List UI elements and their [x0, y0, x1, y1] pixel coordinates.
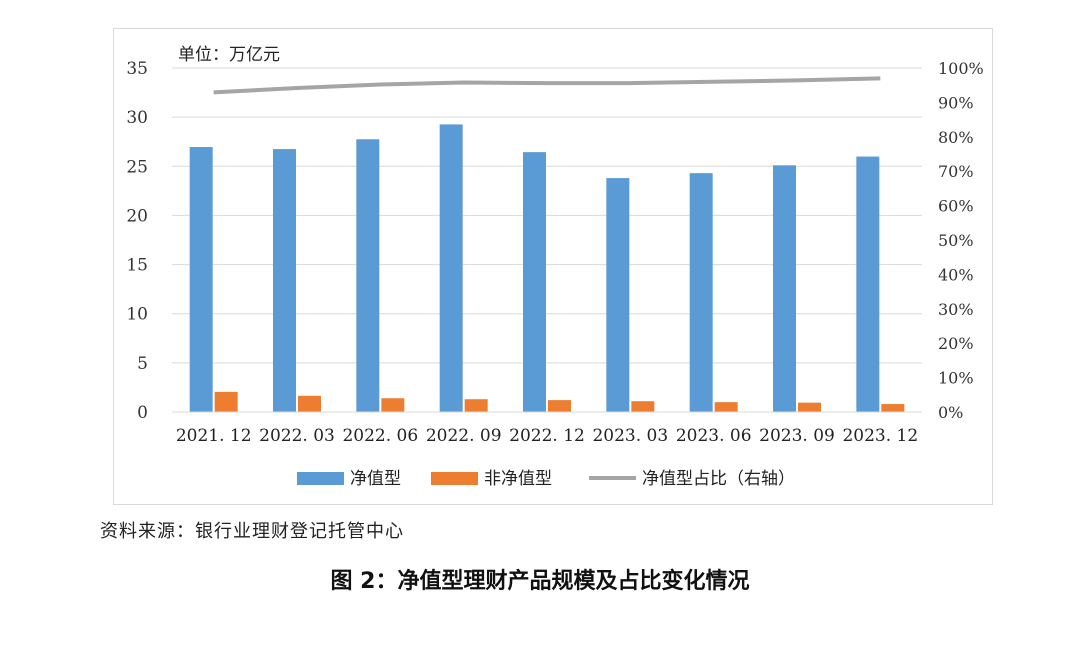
legend-non-net-value: 非净值型	[431, 469, 552, 489]
source-note: 资料来源：银行业理财登记托管中心	[100, 521, 404, 542]
bar-non-net-value	[381, 398, 405, 412]
bar-non-net-value	[631, 401, 655, 412]
legend-label: 净值型	[350, 469, 401, 489]
bar-non-net-value	[881, 404, 905, 412]
bar-non-net-value	[714, 402, 738, 412]
x-tick-label: 2022. 12	[509, 426, 585, 446]
y-right-tick-label: 50%	[938, 231, 974, 250]
x-tick-label: 2023. 03	[592, 426, 668, 446]
bar-net-value	[606, 178, 630, 412]
bar-non-net-value	[464, 399, 488, 412]
legend-label: 净值型占比（右轴）	[642, 469, 795, 489]
bar-non-net-value	[214, 391, 238, 412]
y-right-tick-label: 0%	[938, 403, 963, 422]
legend-label: 非净值型	[484, 469, 552, 489]
y-right-tick-label: 10%	[938, 369, 974, 388]
bars	[189, 124, 905, 413]
y-left-tick-label: 25	[126, 157, 148, 177]
y-right-tick-label: 60%	[938, 197, 974, 216]
y-right-tick-label: 100%	[938, 59, 984, 78]
ratio-line-layer	[213, 76, 881, 95]
y-left-tick-label: 10	[126, 305, 148, 325]
figure-caption: 图 2：净值型理财产品规模及占比变化情况	[330, 569, 750, 594]
x-tick-label: 2022. 06	[342, 426, 418, 446]
x-tick-label: 2023. 12	[842, 426, 918, 446]
bar-net-value	[523, 152, 546, 412]
x-tick-label: 2021. 12	[176, 426, 252, 446]
x-tick-label: 2023. 09	[759, 426, 835, 446]
bar-non-net-value	[798, 402, 821, 412]
y-right-tick-label: 90%	[938, 93, 974, 112]
bar-net-value	[856, 156, 880, 412]
legend-ratio: 净值型占比（右轴）	[589, 469, 795, 489]
chart-frame	[113, 28, 993, 505]
legend-swatch	[297, 472, 344, 485]
y-right-tick-label: 40%	[938, 265, 974, 284]
gridlines	[172, 67, 922, 364]
bar-net-value	[439, 124, 463, 412]
legend-net-value: 净值型	[297, 469, 401, 489]
legend-swatch	[431, 472, 478, 485]
bar-net-value	[773, 165, 796, 412]
y-left-tick-label: 20	[126, 206, 148, 226]
x-tick-label: 2022. 09	[426, 426, 502, 446]
y-left-tick-label: 35	[126, 59, 148, 79]
bar-net-value	[356, 139, 380, 412]
y-right-tick-label: 70%	[938, 162, 974, 181]
y-left-tick-label: 0	[137, 403, 148, 423]
bar-net-value	[273, 149, 296, 413]
y-left-tick-label: 5	[137, 354, 148, 374]
y-left-tick-label: 30	[126, 108, 148, 128]
axes: 0 5 10 15 20 25 30 35 0% 10% 20% 30% 40% 50% 60% 70% 80%…	[126, 59, 983, 446]
y-right-tick-label: 20%	[938, 334, 974, 353]
y-left-tick-label: 15	[126, 256, 148, 276]
y-right-tick-label: 30%	[938, 300, 974, 319]
unit-label: 单位：万亿元	[178, 45, 280, 65]
bar-non-net-value	[548, 400, 571, 412]
bar-non-net-value	[298, 395, 321, 412]
x-tick-label: 2023. 06	[676, 426, 752, 446]
bar-net-value	[189, 147, 213, 412]
series-line-ratio	[213, 76, 881, 95]
y-right-tick-label: 80%	[938, 128, 974, 147]
x-tick-label: 2022. 03	[259, 426, 335, 446]
bar-net-value	[689, 173, 713, 412]
legend: 净值型 非净值型 净值型占比（右轴）	[297, 469, 795, 489]
